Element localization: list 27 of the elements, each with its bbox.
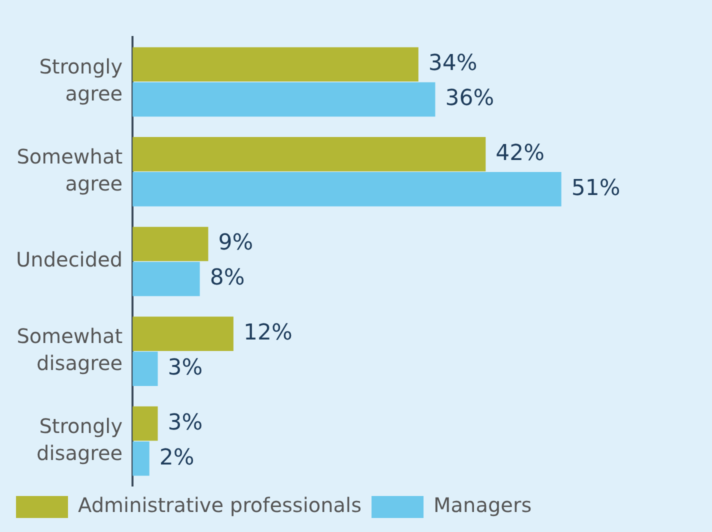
- bar: [132, 406, 158, 441]
- y-tick-label: Somewhat disagree: [16, 324, 123, 376]
- bar: [132, 226, 208, 262]
- data-label: 3%: [168, 410, 203, 436]
- bar: [132, 262, 200, 296]
- legend-label: Managers: [434, 493, 532, 518]
- bar: [132, 47, 418, 82]
- y-tick-label: Undecided: [16, 248, 123, 272]
- bar: [132, 172, 562, 206]
- data-label: 3%: [168, 356, 203, 381]
- bar: [132, 441, 150, 476]
- data-label: 9%: [218, 230, 254, 256]
- bar: [132, 352, 158, 386]
- bar: [132, 137, 486, 172]
- bar: [132, 82, 436, 117]
- y-tick-label: Strongly agree: [39, 54, 123, 106]
- y-tick-label: Strongly disagree: [36, 414, 123, 465]
- data-label: 2%: [159, 445, 194, 470]
- data-label: 42%: [496, 140, 545, 166]
- bar: [132, 316, 234, 351]
- legend-label: Administrative professionals: [78, 493, 362, 518]
- data-label: 34%: [428, 51, 478, 76]
- data-label: 36%: [445, 86, 494, 112]
- data-label: 8%: [210, 266, 245, 291]
- y-tick-label: Somewhat agree: [16, 144, 123, 196]
- data-label: 12%: [243, 320, 292, 346]
- data-label: 51%: [571, 176, 620, 201]
